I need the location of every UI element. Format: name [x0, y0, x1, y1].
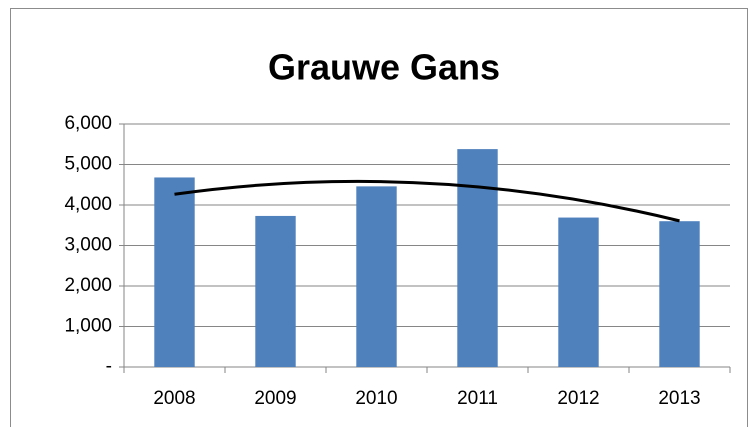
x-tick-label: 2009 — [254, 388, 296, 409]
bar — [255, 215, 296, 367]
bar — [154, 177, 195, 367]
bar — [356, 186, 397, 367]
x-tick-label: 2012 — [557, 388, 599, 409]
y-tick-label: 3,000 — [64, 235, 112, 256]
x-tick-label: 2008 — [153, 388, 195, 409]
trendline — [174, 179, 680, 223]
x-tick-label: 2011 — [457, 388, 498, 409]
bar — [457, 149, 498, 367]
x-tick-label: 2010 — [355, 388, 397, 409]
bar — [659, 221, 700, 367]
y-tick-label: 2,000 — [64, 275, 112, 296]
y-tick-label: - — [106, 356, 112, 377]
chart-title: Grauwe Gans — [268, 47, 500, 88]
y-tick-label: 1,000 — [64, 316, 112, 337]
y-tick-label: 6,000 — [64, 113, 112, 134]
y-tick-label: 4,000 — [64, 194, 112, 215]
bar — [558, 217, 599, 367]
x-tick-label: 2013 — [658, 388, 700, 409]
y-tick-label: 5,000 — [64, 154, 112, 175]
